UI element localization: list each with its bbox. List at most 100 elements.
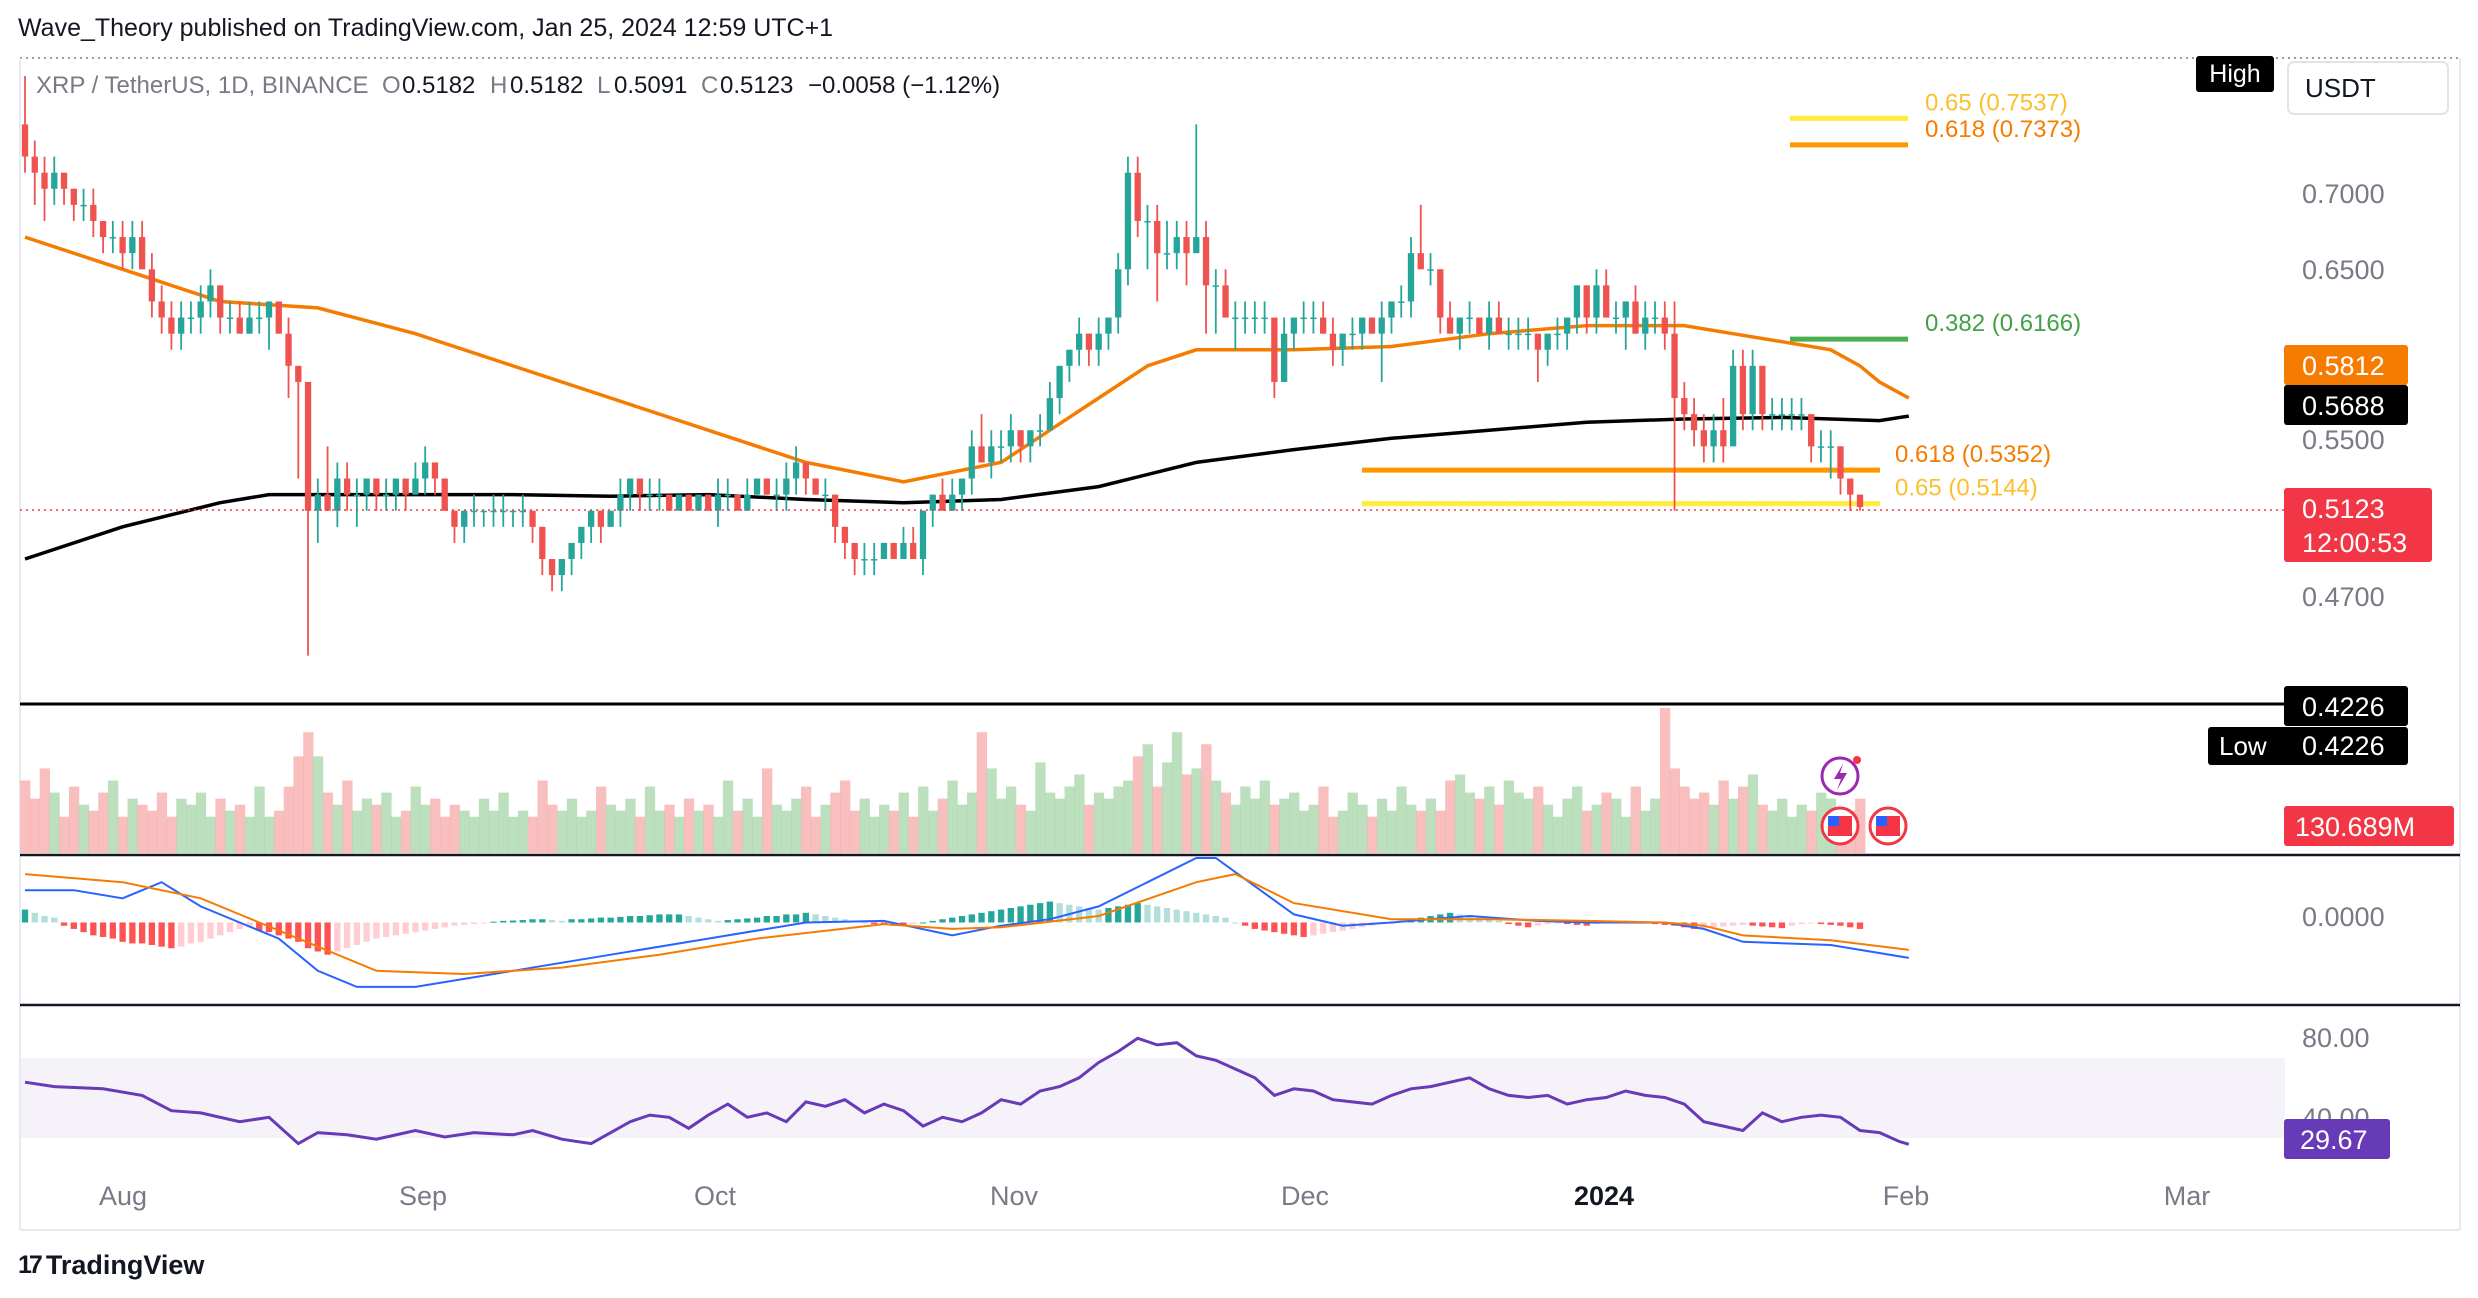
low-price-badge bbox=[2284, 686, 2408, 726]
macd-histogram-bar bbox=[519, 920, 526, 923]
candle-body bbox=[1134, 172, 1141, 221]
candle-body bbox=[256, 317, 263, 320]
candle-body bbox=[207, 285, 214, 302]
candle-body bbox=[1349, 333, 1356, 336]
candle-body bbox=[1280, 333, 1288, 382]
volume-bar bbox=[332, 804, 343, 853]
x-tick-label: Feb bbox=[1883, 1181, 1930, 1211]
volume-bar bbox=[527, 816, 539, 853]
volume-bar bbox=[1396, 786, 1407, 853]
candle-body bbox=[451, 510, 458, 527]
volume-bar bbox=[927, 810, 939, 853]
macd-histogram-bar bbox=[1778, 922, 1786, 929]
volume-bar bbox=[1728, 798, 1739, 853]
volume-bar bbox=[986, 768, 997, 853]
macd-histogram-bar bbox=[783, 914, 790, 923]
volume-bar bbox=[1445, 780, 1456, 853]
macd-histogram-bar bbox=[295, 922, 302, 942]
volume-bar bbox=[1806, 810, 1817, 853]
candle-body bbox=[1720, 430, 1727, 447]
candles bbox=[21, 76, 1864, 656]
volume-bar bbox=[1210, 780, 1222, 853]
volume-badge-text: 130.689M bbox=[2295, 812, 2415, 842]
macd-histogram-bar bbox=[236, 922, 243, 929]
macd-histogram-bar bbox=[695, 917, 702, 923]
volume-bar bbox=[556, 810, 568, 853]
candle-body bbox=[1251, 317, 1258, 320]
candle-body bbox=[158, 301, 165, 318]
volume-bar bbox=[1611, 798, 1622, 853]
volume-bar bbox=[391, 816, 402, 853]
volume-bar bbox=[1289, 792, 1300, 853]
macd-histogram-bar bbox=[412, 922, 419, 933]
candle-body bbox=[1700, 430, 1707, 447]
macd-histogram-bar bbox=[627, 916, 634, 923]
candle-body bbox=[1339, 333, 1346, 350]
candle-body bbox=[1544, 333, 1551, 350]
candle-body bbox=[80, 204, 87, 207]
ema-price-badge-text: 0.5812 bbox=[2302, 351, 2385, 381]
volume-bar bbox=[1572, 786, 1583, 853]
tradingview-logo[interactable]: 17 TradingView bbox=[18, 1250, 204, 1281]
volume-bar bbox=[352, 810, 363, 853]
volume-bar bbox=[186, 804, 197, 853]
currency-button[interactable] bbox=[2287, 61, 2449, 115]
macd-histogram-bar bbox=[1280, 922, 1288, 934]
candle-body bbox=[21, 124, 29, 157]
candle-body bbox=[763, 478, 770, 495]
macd-histogram-bar bbox=[1173, 909, 1180, 923]
macd-histogram-bar bbox=[402, 922, 409, 934]
candle-body bbox=[1261, 317, 1268, 320]
macd-histogram-bar bbox=[1554, 922, 1561, 924]
macd-histogram-bar bbox=[636, 916, 644, 923]
volume-bar bbox=[29, 798, 41, 853]
candle-body bbox=[1144, 220, 1151, 223]
macd-histogram-bar bbox=[587, 918, 595, 923]
macd-histogram-bar bbox=[1222, 917, 1229, 923]
candle-body bbox=[1066, 349, 1073, 366]
macd-histogram-bar bbox=[529, 919, 536, 923]
macd-histogram-bar bbox=[1329, 922, 1337, 933]
macd-histogram-bar bbox=[1193, 912, 1200, 923]
candle-body bbox=[31, 156, 38, 173]
volume-bar bbox=[605, 804, 617, 853]
candle-body bbox=[1212, 285, 1219, 287]
time-axis[interactable]: Aug Sep Oct Nov Dec 2024 Feb Mar bbox=[99, 1181, 2210, 1211]
macd-histogram-bar bbox=[1749, 922, 1756, 926]
macd-histogram-bar bbox=[675, 914, 683, 923]
macd-line bbox=[25, 857, 1909, 988]
macd-histogram-bar bbox=[451, 922, 458, 926]
candle-body bbox=[226, 317, 234, 320]
macd-histogram-bar bbox=[734, 919, 741, 923]
volume-bar bbox=[1220, 792, 1232, 853]
volume-bar bbox=[1005, 786, 1017, 853]
candle-body bbox=[1222, 285, 1229, 318]
x-tick-label: Oct bbox=[694, 1181, 737, 1211]
volume-bar bbox=[205, 816, 216, 853]
fib-label: 0.65 (0.5144) bbox=[1895, 475, 2038, 502]
candle-body bbox=[119, 237, 126, 254]
event-icons[interactable] bbox=[1820, 756, 1908, 846]
price-axis[interactable]: 0.7000 0.6500 0.5500 0.4700 bbox=[2302, 179, 2385, 612]
macd-histogram-bar bbox=[1320, 922, 1327, 934]
macd-histogram-bar bbox=[1075, 906, 1083, 923]
symbol-pair[interactable]: XRP / TetherUS, 1D, BINANCE bbox=[36, 72, 369, 99]
candle-body bbox=[373, 478, 380, 495]
candle-body bbox=[802, 462, 810, 479]
tradingview-logo-text: TradingView bbox=[45, 1250, 205, 1280]
volume-bar bbox=[1386, 810, 1397, 853]
close-value: 0.5123 bbox=[720, 72, 793, 99]
macd-histogram-bar bbox=[1085, 907, 1093, 923]
macd-histogram-bar bbox=[1661, 922, 1668, 925]
macd-histogram-bar bbox=[1759, 922, 1766, 927]
macd-histogram-bar bbox=[178, 922, 185, 947]
volume-bar bbox=[800, 786, 812, 853]
candle-body bbox=[1427, 269, 1434, 271]
candle-body bbox=[1359, 317, 1366, 334]
volume-bar bbox=[1503, 780, 1515, 853]
volume-bar bbox=[1581, 810, 1593, 853]
x-tick-label: Aug bbox=[99, 1181, 147, 1211]
candle-body bbox=[246, 317, 253, 334]
candle-body bbox=[1817, 446, 1825, 448]
